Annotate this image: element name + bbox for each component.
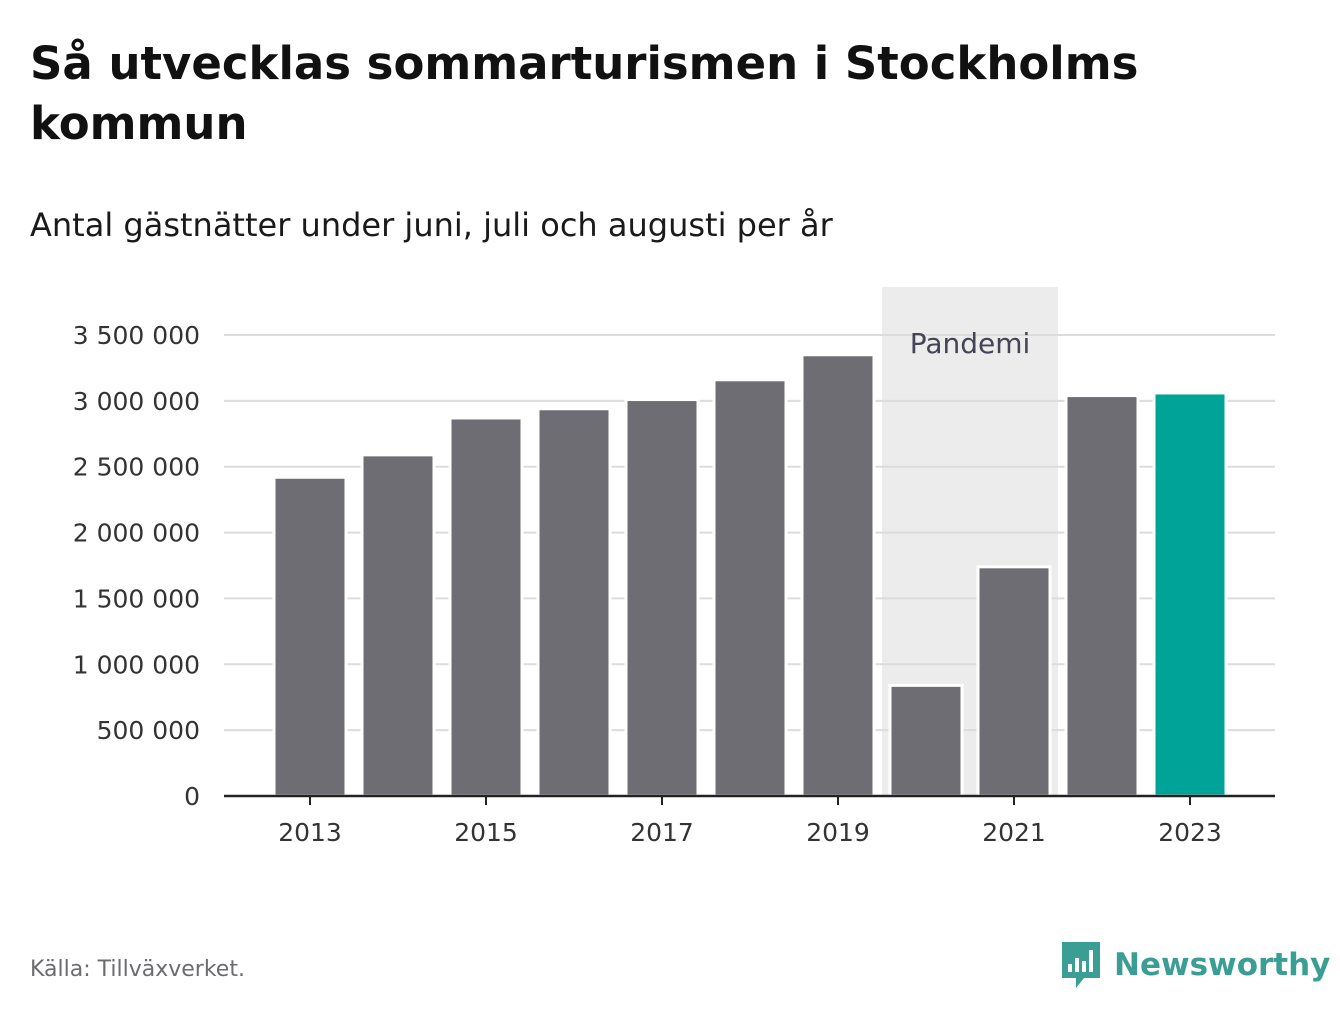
newsworthy-logo: Newsworthy [1060, 940, 1330, 990]
bar-2022 [1064, 394, 1140, 798]
pandemic-label: Pandemi [910, 327, 1031, 360]
bars [272, 353, 1228, 798]
x-tick-label: 2021 [982, 818, 1046, 847]
y-tick-label: 2 000 000 [73, 519, 200, 548]
chart-title: Så utvecklas sommarturismen i Stockholms… [30, 37, 1139, 150]
y-tick-label: 1 000 000 [73, 650, 200, 679]
x-tick-label: 2023 [1158, 818, 1222, 847]
bar-2017 [624, 398, 700, 798]
x-tick-label: 2013 [278, 818, 342, 847]
y-tick-label: 3 500 000 [73, 321, 200, 350]
bar-2021 [976, 565, 1052, 798]
logo-text: Newsworthy [1114, 947, 1331, 983]
bar-2016 [536, 407, 612, 798]
y-tick-label: 3 000 000 [73, 387, 200, 416]
x-axis [224, 794, 1275, 805]
y-tick-label: 2 500 000 [73, 453, 200, 482]
axis-labels: Pandemi 0 500 000 1 000 000 1 500 000 2 000 0… [73, 321, 1222, 847]
y-tick-label: 0 [184, 782, 200, 811]
bar-chart: Pandemi 0 500 000 1 000 000 1 500 000 2 000 0… [73, 287, 1275, 847]
bar-2020 [888, 683, 964, 798]
y-tick-label: 1 500 000 [73, 584, 200, 613]
bar-2023 [1152, 391, 1228, 798]
y-tick-label: 500 000 [97, 716, 200, 745]
bar-2013 [272, 475, 348, 798]
x-tick-label: 2015 [454, 818, 518, 847]
bar-2018 [712, 378, 788, 798]
source-note: Källa: Tillväxverket. [30, 957, 245, 982]
bar-2015 [448, 416, 524, 798]
bar-2019 [800, 353, 876, 798]
bar-2014 [360, 453, 436, 798]
x-tick-label: 2017 [630, 818, 694, 847]
chart-subtitle: Antal gästnätter under juni, juli och au… [30, 206, 833, 244]
x-tick-label: 2019 [806, 818, 870, 847]
newsworthy-bar-chart-logo-icon [1062, 942, 1100, 988]
